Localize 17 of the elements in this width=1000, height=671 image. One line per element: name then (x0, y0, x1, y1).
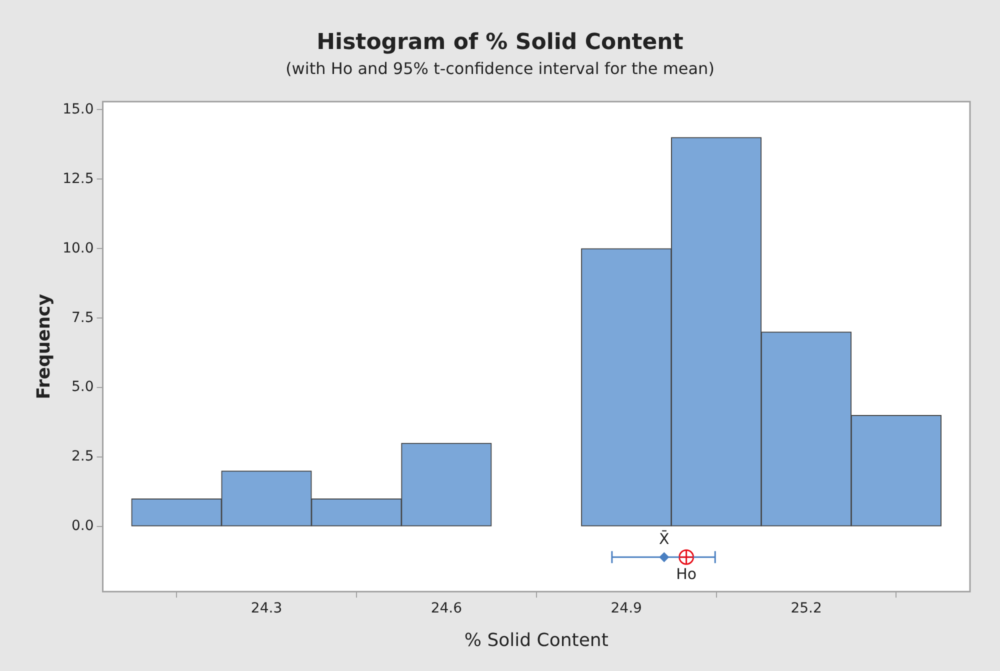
chart-subtitle: (with Ho and 95% t-confidence interval for the mean) (286, 59, 714, 78)
y-tick-label: 5.0 (72, 379, 94, 396)
y-tick-label: 15.0 (62, 101, 94, 118)
chart-title: Histogram of % Solid Content (316, 30, 684, 55)
y-tick-label: 12.5 (62, 170, 94, 187)
series-label: X̄ (658, 529, 670, 548)
y-tick-label: 7.5 (72, 310, 94, 326)
y-axis-title: Frequency (33, 294, 54, 400)
y-tick-label: 2.5 (72, 448, 94, 465)
series-label: Ho (676, 565, 697, 584)
y-tick-label: 0.0 (72, 518, 94, 534)
x-tick-label: 25.2 (790, 600, 822, 617)
y-tick-label: 10.0 (62, 240, 94, 256)
x-axis-title: % Solid Content (464, 630, 608, 651)
x-tick-label: 24.6 (430, 600, 462, 617)
x-tick-label: 24.9 (610, 600, 642, 617)
x-tick-label: 24.3 (250, 600, 282, 617)
